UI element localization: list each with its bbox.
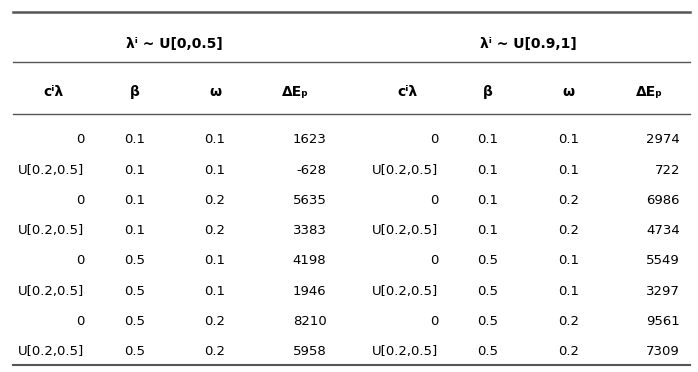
Text: 1623: 1623 xyxy=(292,133,327,146)
Text: 0.5: 0.5 xyxy=(477,315,498,328)
Text: 4734: 4734 xyxy=(646,224,680,237)
Text: 0.5: 0.5 xyxy=(124,285,145,298)
Text: 0: 0 xyxy=(76,315,84,328)
Text: U[0.2,0.5]: U[0.2,0.5] xyxy=(372,164,438,176)
Text: 0.2: 0.2 xyxy=(205,345,225,358)
Text: 0.1: 0.1 xyxy=(477,164,498,176)
Text: 0.2: 0.2 xyxy=(205,315,225,328)
Text: 0.1: 0.1 xyxy=(205,254,225,267)
Text: 0: 0 xyxy=(76,254,84,267)
Text: 0.2: 0.2 xyxy=(558,315,579,328)
Text: 1946: 1946 xyxy=(292,285,327,298)
Text: ω: ω xyxy=(563,85,575,99)
Text: 0.5: 0.5 xyxy=(477,254,498,267)
Text: 7309: 7309 xyxy=(646,345,680,358)
Text: ω: ω xyxy=(209,85,221,99)
Text: 2974: 2974 xyxy=(646,133,680,146)
Text: 0.2: 0.2 xyxy=(558,345,579,358)
Text: 9561: 9561 xyxy=(646,315,680,328)
Text: 0: 0 xyxy=(430,254,438,267)
Text: U[0.2,0.5]: U[0.2,0.5] xyxy=(18,164,84,176)
Text: β: β xyxy=(483,85,493,99)
Text: 722: 722 xyxy=(655,164,680,176)
Text: 0.2: 0.2 xyxy=(558,194,579,207)
Text: 0.1: 0.1 xyxy=(205,164,225,176)
Text: 0.2: 0.2 xyxy=(205,224,225,237)
Text: 5958: 5958 xyxy=(292,345,327,358)
Text: 0.1: 0.1 xyxy=(558,164,579,176)
Text: 0.1: 0.1 xyxy=(558,254,579,267)
Text: 0.1: 0.1 xyxy=(477,194,498,207)
Text: 0.1: 0.1 xyxy=(558,133,579,146)
Text: ΔEₚ: ΔEₚ xyxy=(282,85,309,99)
Text: 0.1: 0.1 xyxy=(124,194,145,207)
Text: 3383: 3383 xyxy=(292,224,327,237)
Text: 0.1: 0.1 xyxy=(124,224,145,237)
Text: 0: 0 xyxy=(430,133,438,146)
Text: 3297: 3297 xyxy=(646,285,680,298)
Text: β: β xyxy=(130,85,140,99)
Text: 0.1: 0.1 xyxy=(205,133,225,146)
Text: 0.1: 0.1 xyxy=(205,285,225,298)
Text: λⁱ ~ U[0,0.5]: λⁱ ~ U[0,0.5] xyxy=(126,37,223,51)
Text: 0.1: 0.1 xyxy=(124,133,145,146)
Text: 0.5: 0.5 xyxy=(124,254,145,267)
Text: 4198: 4198 xyxy=(292,254,327,267)
Text: 6986: 6986 xyxy=(646,194,680,207)
Text: cⁱλ: cⁱλ xyxy=(44,85,64,99)
Text: cⁱλ: cⁱλ xyxy=(397,85,417,99)
Text: 5635: 5635 xyxy=(292,194,327,207)
Text: 0.1: 0.1 xyxy=(477,224,498,237)
Text: 0.2: 0.2 xyxy=(558,224,579,237)
Text: 5549: 5549 xyxy=(646,254,680,267)
Text: ΔEₚ: ΔEₚ xyxy=(636,85,663,99)
Text: 0.5: 0.5 xyxy=(124,345,145,358)
Text: λⁱ ~ U[0.9,1]: λⁱ ~ U[0.9,1] xyxy=(480,37,577,51)
Text: 0: 0 xyxy=(430,315,438,328)
Text: -628: -628 xyxy=(297,164,327,176)
Text: 0: 0 xyxy=(76,133,84,146)
Text: U[0.2,0.5]: U[0.2,0.5] xyxy=(18,345,84,358)
Text: 0.5: 0.5 xyxy=(477,285,498,298)
Text: 0.1: 0.1 xyxy=(124,164,145,176)
Text: U[0.2,0.5]: U[0.2,0.5] xyxy=(372,285,438,298)
Text: U[0.2,0.5]: U[0.2,0.5] xyxy=(18,285,84,298)
Text: 0.1: 0.1 xyxy=(558,285,579,298)
Text: 0.5: 0.5 xyxy=(477,345,498,358)
Text: 0.2: 0.2 xyxy=(205,194,225,207)
Text: 0.5: 0.5 xyxy=(124,315,145,328)
Text: 0.1: 0.1 xyxy=(477,133,498,146)
Text: 0: 0 xyxy=(430,194,438,207)
Text: U[0.2,0.5]: U[0.2,0.5] xyxy=(18,224,84,237)
Text: U[0.2,0.5]: U[0.2,0.5] xyxy=(372,345,438,358)
Text: 0: 0 xyxy=(76,194,84,207)
Text: 8210: 8210 xyxy=(292,315,327,328)
Text: U[0.2,0.5]: U[0.2,0.5] xyxy=(372,224,438,237)
